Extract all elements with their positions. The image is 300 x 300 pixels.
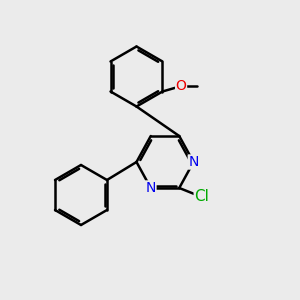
- Text: N: N: [188, 155, 199, 169]
- Text: Cl: Cl: [194, 190, 209, 205]
- Text: N: N: [146, 181, 156, 195]
- Text: O: O: [176, 79, 187, 93]
